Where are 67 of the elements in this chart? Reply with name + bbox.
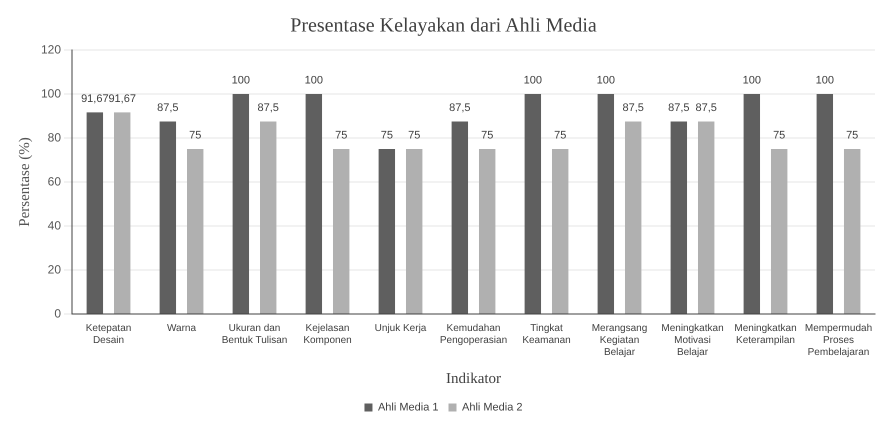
bar [698,122,714,314]
bar [816,94,834,314]
data-label: 75 [408,130,420,142]
bar [452,122,468,314]
x-tick-label: Merangsang Kegiatan Belajar [592,322,648,358]
bar [524,94,542,314]
data-label: 87,5 [695,102,717,114]
data-label: 87,5 [257,102,279,114]
data-label: 75 [380,130,393,142]
data-label: 87,5 [668,102,690,114]
data-label: 75 [846,130,858,142]
bar [406,149,422,314]
data-label: 75 [189,130,202,142]
bar [624,122,642,314]
data-label: 100 [742,74,761,87]
data-label: 100 [596,74,615,87]
x-tick-label: Meningkatkan Motivasi Belajar [661,322,724,358]
x-tick-label: Kemudahan Pengoperasian [440,322,508,346]
chart-title: Presentase Kelayakan dari Ahli Media [290,14,597,36]
data-label: 75 [335,130,348,142]
x-tick-label: Ketepatan Desain [86,322,132,346]
bar [260,122,276,314]
data-label: 91,67 [81,92,109,105]
data-label: 87,5 [157,102,179,114]
data-label: 100 [816,74,834,87]
bar [598,94,614,314]
x-tick-label: Unjuk Kerja [374,322,427,334]
bar [478,149,496,314]
bar [160,122,176,314]
bar [232,94,250,314]
x-tick-label: Kejelasan Komponen [303,322,352,346]
y-axis-title: Persentase (%) [16,137,33,227]
data-label: 91,67 [108,92,136,105]
data-label: 87,5 [622,102,644,114]
bar [844,149,860,314]
y-tick-label: 100 [40,86,62,100]
data-label: 100 [304,74,324,87]
x-tick-label: Tingkat Keamanan [522,322,571,346]
y-tick-label: 0 [54,306,62,320]
data-label: 87,5 [449,102,471,114]
data-label: 100 [232,74,250,87]
data-label: 75 [481,130,494,142]
y-tick-label: 20 [48,262,62,276]
x-tick-label: Ukuran dan Bentuk Tulisan [222,322,288,346]
bar [306,94,322,314]
x-tick-label: Mempermudah Proses Pembelajaran [804,322,872,358]
y-tick-label: 60 [48,174,62,188]
bar [552,149,568,314]
bar [186,149,204,314]
y-tick-label: 80 [48,130,62,144]
x-tick-label: Meningkatkan Keterampilan [734,322,797,346]
bar [332,149,350,314]
bar [86,112,104,314]
y-tick-label: 120 [40,42,62,56]
y-tick-label: 40 [48,218,62,232]
data-label: 75 [773,130,786,142]
bar [770,149,788,314]
x-axis-title: Indikator [446,370,502,387]
bar [744,94,760,314]
bar [114,112,130,314]
bar [670,122,688,314]
data-label: 75 [554,130,566,142]
data-label: 100 [524,74,542,87]
bar [378,149,396,314]
x-tick-label: Warna [166,322,196,334]
legend-label: Ahli Media 1 [378,402,439,414]
legend-label: Ahli Media 2 [462,402,523,414]
